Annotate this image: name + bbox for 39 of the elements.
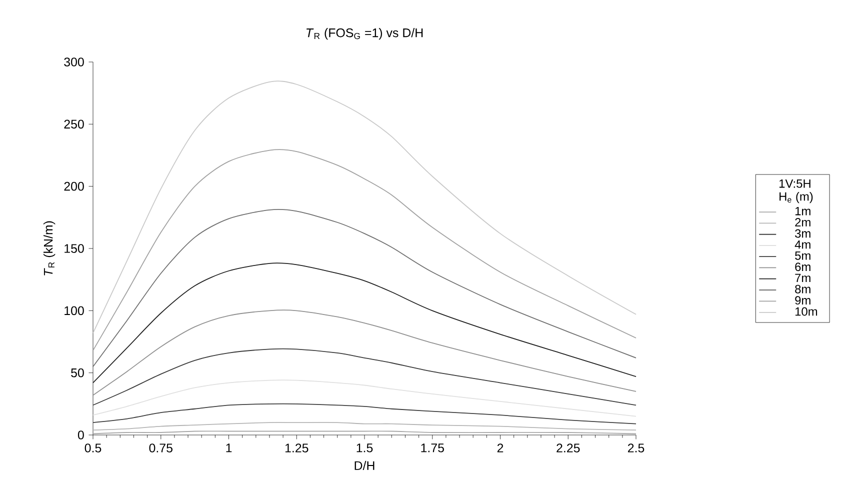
- legend-label: 5m: [795, 252, 810, 260]
- line-series: [92, 348, 636, 406]
- line-series: [92, 422, 636, 430]
- legend-label: 8m: [795, 284, 810, 294]
- legend-label: 6m: [795, 262, 810, 272]
- line-series: [92, 403, 636, 424]
- legend-label: 1m: [795, 206, 810, 216]
- x-axis-title: D/H: [354, 460, 374, 470]
- x-tick-label: 0.5: [84, 444, 102, 452]
- legend-title: 1V:5H H$_{e}$ (m): [779, 179, 813, 204]
- legend-label: 2m: [795, 218, 810, 226]
- y-tick-label: 100: [64, 306, 84, 316]
- line-series: [92, 149, 636, 351]
- line-series: [92, 80, 636, 334]
- line-series: [92, 262, 636, 384]
- y-tick-label: 50: [71, 368, 84, 378]
- x-tick-label: 1.75: [421, 444, 444, 452]
- legend-label: 3m: [795, 229, 810, 238]
- legend-label: 10m: [795, 307, 818, 316]
- chart-title: T$_{R}$ (FOS$_{G}$ =1) vs D/H: [306, 28, 423, 40]
- y-axis-title: T$_{R}$ (kN/m): [44, 221, 56, 276]
- legend-label: 9m: [795, 296, 810, 305]
- x-tick-label: 1: [226, 444, 232, 452]
- line-series: [92, 310, 636, 396]
- x-tick-label: 2.25: [556, 444, 580, 452]
- x-tick-label: 2: [497, 444, 504, 452]
- y-tick-label: 150: [64, 244, 84, 253]
- x-tick-label: 0.75: [149, 444, 172, 452]
- y-tick-label: 0: [78, 430, 84, 440]
- legend-label: 7m: [795, 274, 810, 282]
- legend-label: 4m: [794, 240, 810, 249]
- x-tick-label: 1.25: [285, 444, 308, 452]
- y-tick-label: 200: [64, 182, 84, 191]
- x-tick-label: 2.5: [628, 444, 644, 452]
- y-tick-label: 300: [64, 58, 84, 66]
- line-series: [92, 209, 636, 368]
- y-tick-label: 250: [64, 120, 84, 129]
- x-tick-label: 1.5: [356, 444, 373, 452]
- line-series: [92, 380, 636, 417]
